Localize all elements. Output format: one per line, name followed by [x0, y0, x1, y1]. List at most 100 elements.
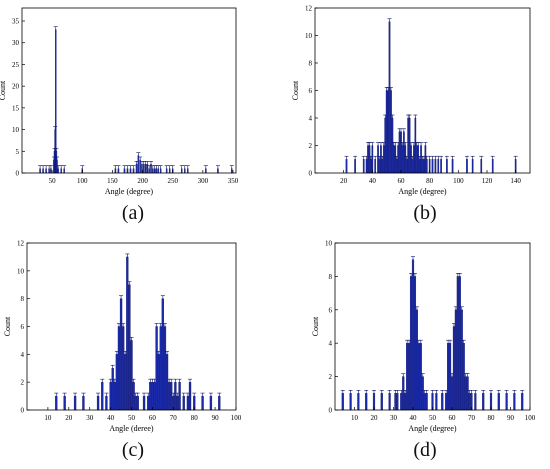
bar [411, 259, 415, 411]
bar [63, 168, 65, 174]
bar [419, 343, 422, 411]
bar [440, 159, 442, 174]
bar [380, 393, 383, 411]
bar [96, 395, 100, 411]
bar [187, 168, 189, 174]
bar [101, 382, 104, 411]
chart-panel-1: 20 40 60 80 100 120 140 0 2 4 6 8 10 12 Angle (degree)… [291, 5, 531, 196]
chart-panel-2: 10 20 30 40 50 60 70 80 90 100 0 2 4 6 8 10 12 Angle (der… [3, 240, 242, 434]
y-tick-label: 30 [12, 39, 20, 47]
bar [378, 159, 381, 174]
bar [126, 256, 129, 411]
x-tick-label: 80 [191, 414, 199, 422]
y-tick-label: 12 [17, 240, 25, 248]
bar [159, 326, 162, 411]
bar [132, 382, 135, 411]
bar [471, 159, 474, 174]
bar [119, 298, 123, 411]
bar [149, 382, 152, 411]
bar [408, 343, 411, 411]
x-tick-label: 40 [107, 414, 115, 422]
bar [394, 393, 397, 411]
panel-label-d: (d) [413, 439, 437, 461]
bar [382, 145, 385, 174]
bar [414, 117, 417, 174]
y-tick-label: 8 [309, 60, 313, 68]
bar [143, 164, 145, 174]
chart-panel-3: 10 20 30 40 50 60 70 80 90 100 0 2 4 6 8 10 Angle (degre… [311, 240, 536, 434]
y-axis-label: Count [291, 80, 300, 100]
bar [50, 168, 52, 174]
bar [448, 343, 452, 411]
plot-frame [21, 7, 237, 174]
y-tick-label: 15 [12, 104, 20, 112]
bar [374, 159, 377, 174]
x-tick-label: 250 [167, 177, 178, 185]
y-tick-label: 8 [21, 295, 25, 303]
bar [362, 159, 365, 174]
bar [159, 168, 162, 174]
bar [385, 90, 388, 174]
x-tick-label: 50 [429, 414, 437, 422]
bar [505, 393, 508, 411]
bar [111, 368, 114, 411]
bar [217, 168, 219, 174]
bar [124, 354, 127, 411]
bar [155, 168, 158, 174]
x-tick-label: 40 [369, 177, 377, 185]
bar [425, 393, 428, 411]
bar [113, 382, 116, 411]
bar [424, 145, 427, 174]
bar [451, 159, 454, 174]
bar [135, 164, 138, 174]
bar [468, 393, 471, 411]
bar [129, 168, 132, 174]
bar [380, 145, 382, 174]
bar [458, 276, 461, 411]
bar [407, 117, 409, 174]
x-tick-label: 30 [86, 414, 94, 422]
bar [231, 168, 233, 174]
plot-frame [334, 242, 531, 411]
bar [109, 382, 112, 411]
bar [55, 395, 58, 411]
bar [82, 395, 85, 411]
bar [209, 395, 213, 411]
y-tick-label: 10 [12, 126, 20, 134]
bar [153, 168, 156, 174]
y-tick-label: 0 [16, 170, 20, 178]
bar [115, 354, 119, 411]
bar [365, 159, 368, 174]
bar [157, 354, 160, 411]
bar [370, 159, 372, 174]
bar [48, 168, 50, 174]
x-tick-label: 80 [488, 414, 496, 422]
bar [396, 393, 399, 411]
bar [126, 168, 129, 174]
y-axis-label: Count [0, 80, 7, 100]
y-tick-label: 0 [309, 170, 313, 178]
bar [425, 159, 428, 174]
bar [404, 393, 407, 411]
bar [218, 395, 221, 411]
bar [371, 145, 374, 174]
bar [205, 168, 207, 174]
x-tick-label: 300 [198, 177, 209, 185]
y-tick-label: 10 [325, 240, 333, 248]
bar [105, 395, 108, 411]
bar [421, 376, 424, 411]
bar [460, 309, 463, 411]
bar [153, 382, 156, 411]
bar [456, 276, 459, 411]
y-tick-label: 4 [309, 115, 313, 123]
bar [147, 395, 150, 411]
bar [415, 309, 418, 411]
bar [462, 343, 465, 411]
y-tick-label: 6 [21, 323, 25, 331]
x-axis-label: Angle (degree) [105, 187, 154, 196]
bar [420, 145, 422, 174]
x-tick-label: 80 [426, 177, 434, 185]
bar [201, 395, 204, 411]
bar [165, 168, 168, 174]
bar [480, 159, 483, 174]
